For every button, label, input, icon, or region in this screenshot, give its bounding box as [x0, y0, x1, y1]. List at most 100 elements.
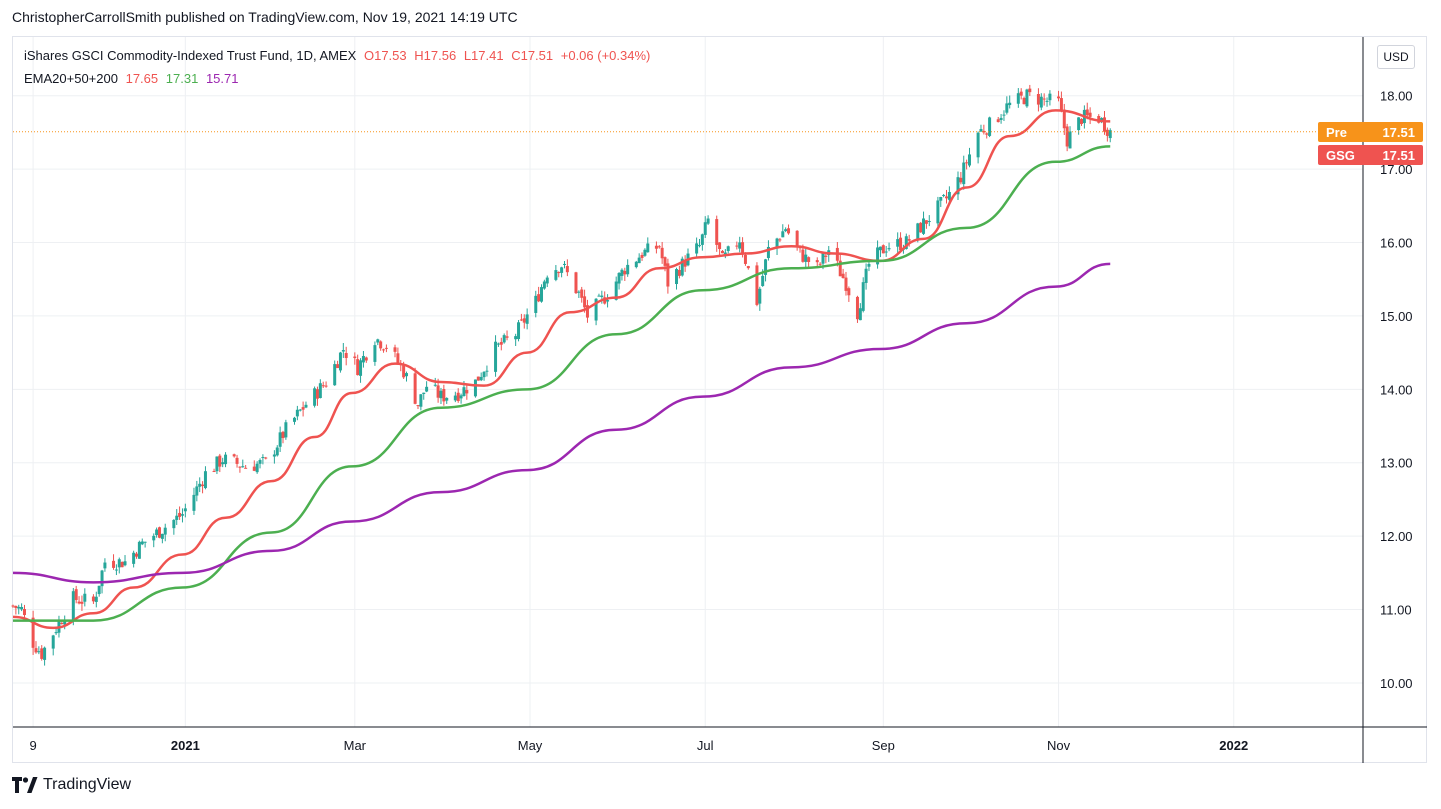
candle-body [962, 162, 966, 185]
candle-body [864, 268, 868, 283]
candle-body [996, 119, 1000, 123]
candle-body [514, 336, 518, 340]
candle-body [557, 272, 561, 274]
candle-body [680, 258, 684, 276]
y-tick-label: 10.00 [1380, 676, 1413, 691]
currency-button[interactable]: USD [1377, 45, 1415, 69]
candle-body [376, 339, 380, 343]
candle-body [1036, 94, 1040, 105]
candle-body [74, 589, 78, 601]
candle-body [784, 229, 788, 232]
candle-body [706, 218, 710, 224]
candle-body [344, 352, 348, 359]
candle-body [643, 249, 647, 256]
candle-body [83, 593, 87, 602]
candle-body [333, 364, 337, 386]
candle-body [815, 260, 819, 263]
candle-body [413, 373, 417, 404]
candle-body [755, 265, 759, 305]
candle-body [94, 596, 98, 602]
candle-body [945, 196, 949, 199]
candle-body [927, 221, 931, 223]
candle-body [157, 527, 161, 538]
candle-body [942, 195, 946, 197]
candle-body [396, 353, 400, 363]
candle-body [1022, 97, 1026, 105]
candle-body [445, 397, 449, 401]
candle-body [304, 404, 308, 408]
candle-body [766, 246, 770, 259]
candle-body [301, 407, 305, 410]
symbol-legend: iShares GSCI Commodity-Indexed Trust Fun… [24, 48, 654, 63]
candle-body [919, 222, 923, 233]
x-tick-label: Sep [872, 738, 895, 753]
candle-body [80, 601, 84, 604]
candle-body [847, 288, 851, 296]
candle-body [818, 263, 822, 265]
candle-body [235, 457, 239, 464]
candle-body [985, 133, 989, 135]
candle-body [281, 431, 285, 439]
candle-body [361, 355, 365, 363]
candle-body [479, 376, 483, 381]
candle-body [617, 273, 621, 284]
candle-body [758, 288, 762, 304]
pre-label: Pre [1326, 124, 1347, 140]
candle-body [436, 385, 440, 398]
candle-body [321, 385, 325, 387]
candle-body [494, 341, 498, 372]
candle-body [1080, 119, 1084, 124]
candle-body [54, 632, 58, 634]
candle-body [379, 341, 383, 349]
candle-body [967, 154, 971, 166]
candle-body [735, 245, 739, 247]
candle-body [22, 609, 26, 616]
candle-body [63, 620, 67, 625]
candle-body [183, 508, 187, 512]
candle-body [496, 343, 500, 345]
candle-body [132, 552, 136, 564]
candle-body [743, 254, 747, 264]
candle-body [1102, 117, 1106, 132]
candle-body [597, 295, 601, 297]
candle-body [91, 596, 95, 602]
candle-body [623, 270, 627, 275]
candle-body [499, 342, 503, 345]
candle-body [999, 117, 1003, 120]
candle-body [899, 237, 903, 251]
change-value: +0.06 (+0.34%) [560, 48, 651, 63]
candle-body [456, 392, 460, 402]
candle-body [887, 248, 891, 250]
candle-body [97, 585, 101, 595]
ema-legend: EMA20+50+200 17.65 17.31 15.71 [24, 71, 242, 86]
candle-body [585, 305, 589, 318]
candles [11, 84, 1112, 666]
candle-body [824, 255, 828, 257]
candle-body [600, 295, 604, 297]
candle-body [198, 483, 202, 487]
candle-body [519, 319, 523, 321]
candle-body [433, 384, 437, 386]
candle-body [982, 130, 986, 133]
candle-body [896, 239, 900, 247]
candle-body [738, 242, 742, 249]
candle-body [462, 387, 466, 396]
chart-frame [12, 36, 1427, 763]
candle-body [861, 282, 865, 311]
x-tick-label: 9 [29, 738, 36, 753]
candle-body [482, 371, 486, 378]
tradingview-logo[interactable]: TradingView [12, 776, 131, 794]
low-value: L17.41 [463, 48, 504, 63]
candle-body [364, 357, 368, 361]
candle-body [502, 335, 506, 343]
candle-body [761, 275, 765, 286]
candle-body [37, 651, 41, 653]
candle-body [264, 457, 268, 459]
candle-body [545, 277, 549, 284]
candle-body [180, 514, 184, 516]
candle-body [218, 455, 222, 467]
candle-body [634, 261, 638, 268]
candle-body [258, 460, 262, 464]
brand-name: TradingView [43, 776, 132, 793]
